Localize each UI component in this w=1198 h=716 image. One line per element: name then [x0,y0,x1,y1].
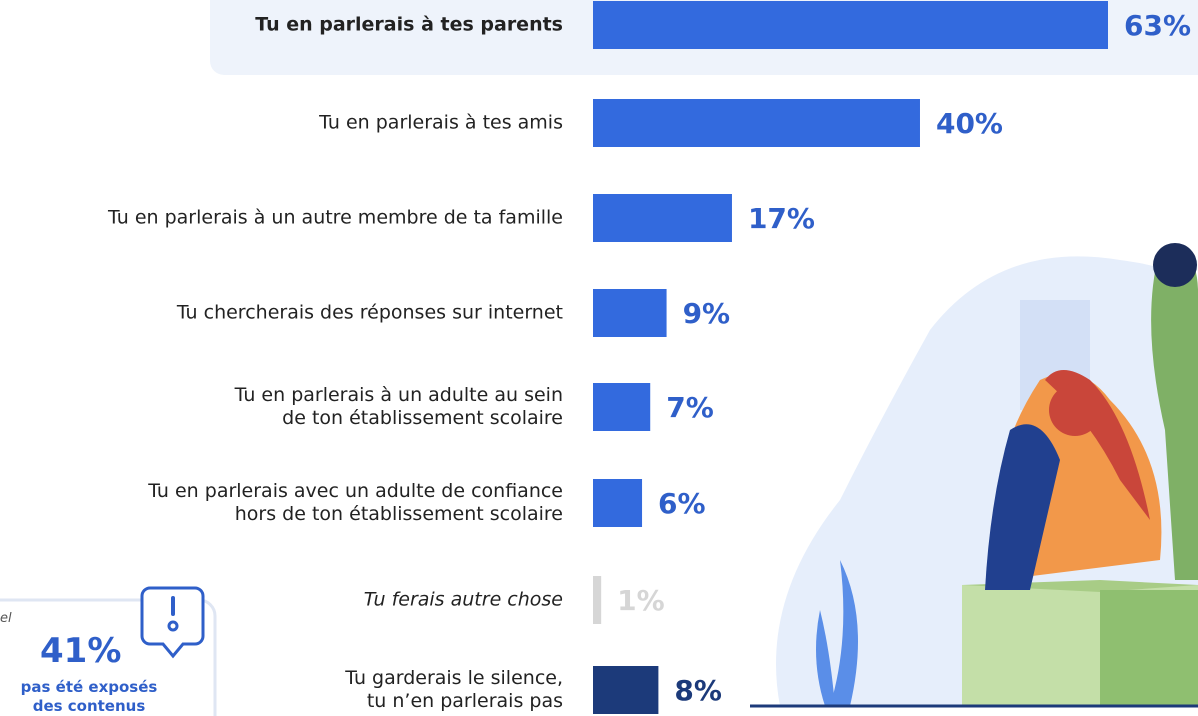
category-label: Tu en parlerais à un autre membre de ta … [108,206,563,229]
category-label: Tu en parlerais à un adulte au sein de t… [234,384,563,429]
bar [593,194,732,242]
category-label: Tu en parlerais avec un adulte de confia… [148,480,563,525]
category-label: Tu garderais le silence, tu n’en parlera… [345,667,563,712]
value-label: 8% [674,674,722,707]
category-label: Tu en parlerais à tes parents [255,13,563,36]
bar [593,383,651,431]
value-label: 63% [1124,9,1191,42]
callout-note: el [0,611,12,626]
bar [593,1,1108,49]
value-label: 6% [658,487,706,520]
callout-box: el 41% [0,586,217,716]
callout-value: 41% [40,631,121,671]
category-label: Tu ferais autre chose [363,588,563,611]
callout-text: pas été exposés des contenus [20,678,158,715]
category-label: Tu chercherais des réponses sur internet [176,301,563,324]
bar [593,576,602,624]
bar [593,666,659,714]
bar [593,99,920,147]
illustration [750,243,1198,708]
bar [593,479,643,527]
value-label: 9% [683,297,731,330]
category-label: Tu en parlerais à tes amis [319,111,563,134]
bar [593,289,667,337]
value-label: 1% [617,584,665,617]
value-label: 40% [936,107,1003,140]
value-label: 7% [666,391,714,424]
value-label: 17% [748,202,815,235]
